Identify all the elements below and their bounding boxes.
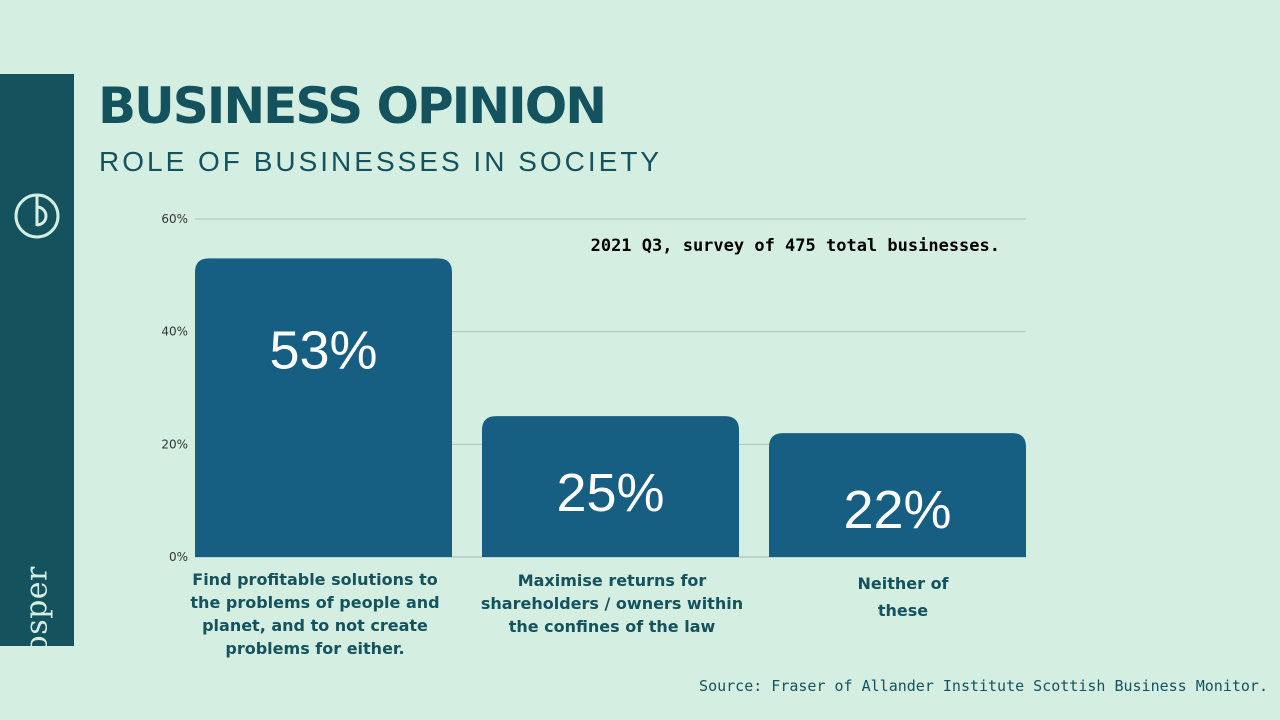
bar-1 [195,258,452,557]
y-tick-label: 60% [161,212,188,226]
bar-value-label-1: 53% [269,320,377,380]
bar-value-label-2: 25% [556,463,664,523]
page-subtitle: ROLE OF BUSINESSES IN SOCIETY [99,146,663,177]
y-tick-label: 0% [169,550,188,564]
prosper-logo-icon [14,193,60,239]
page-title: BUSINESS OPINION [98,77,607,135]
bar-2 [482,416,739,557]
y-tick-label: 40% [161,325,188,339]
y-tick-label: 20% [161,437,188,451]
source-note: Source: Fraser of Allander Institute Sco… [699,677,1268,695]
bar-3 [769,433,1026,557]
category-label-3: Neither of these [857,574,949,620]
category-label-1: Find profitable solutions to the problem… [190,570,440,658]
category-label-2: Maximise returns for shareholders / owne… [480,571,744,636]
survey-note: 2021 Q3, survey of 475 total businesses. [590,236,1000,256]
bar-value-label-3: 22% [843,480,951,540]
sidebar: prosper [0,74,74,688]
